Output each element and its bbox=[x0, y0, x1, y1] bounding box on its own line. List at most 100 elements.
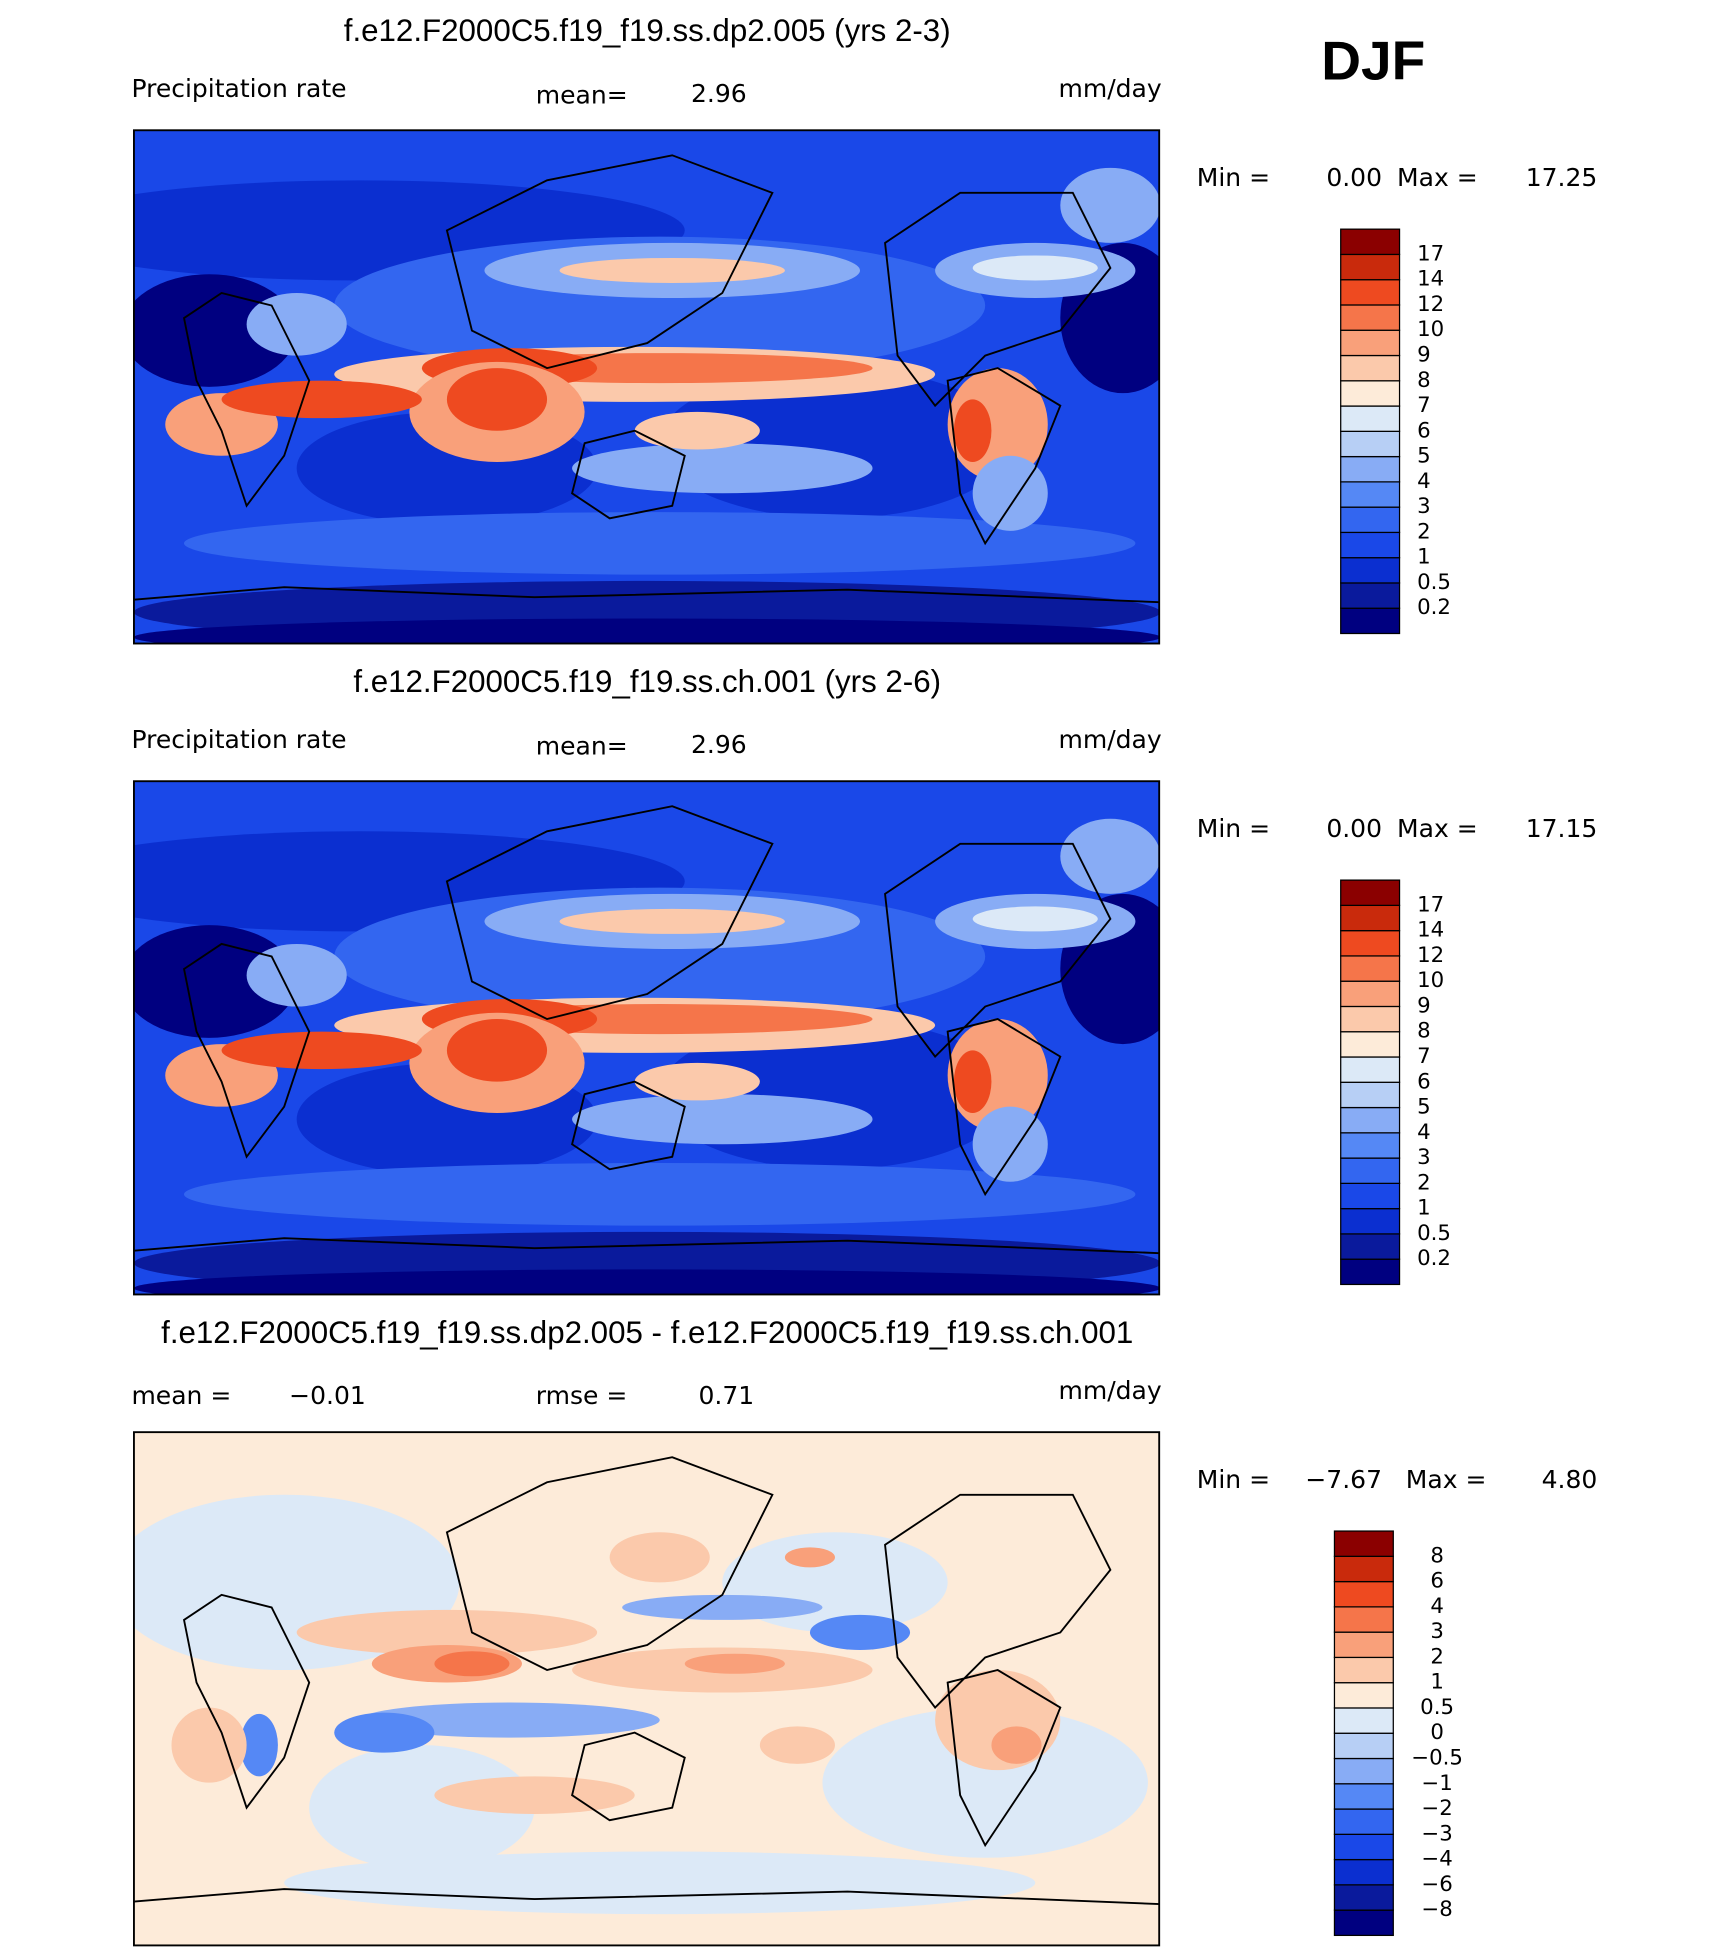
colorbar-box bbox=[1340, 506, 1401, 534]
field-blob bbox=[609, 1532, 710, 1583]
field-blob bbox=[184, 512, 1136, 575]
colorbar-box bbox=[1340, 1005, 1401, 1033]
field-blob bbox=[572, 443, 873, 494]
colorbar-box bbox=[1333, 1631, 1394, 1659]
field-blob bbox=[171, 1707, 247, 1783]
colorbar-label: 7 bbox=[1417, 393, 1431, 418]
colorbar-label: −0.5 bbox=[1411, 1745, 1463, 1770]
colorbar-label: 14 bbox=[1417, 267, 1444, 292]
colorbar-box bbox=[1340, 879, 1401, 907]
colorbar-label: 8 bbox=[1430, 1543, 1444, 1568]
max-label: Max = bbox=[1397, 814, 1478, 843]
field-blob bbox=[972, 906, 1098, 932]
left-label: Precipitation rate bbox=[131, 74, 346, 103]
field-blob bbox=[634, 1062, 760, 1101]
colorbar-box bbox=[1333, 1682, 1394, 1709]
colorbar-box bbox=[1340, 380, 1401, 407]
field-blob bbox=[953, 1050, 992, 1113]
colorbar-label: 5 bbox=[1417, 1095, 1431, 1120]
colorbar-box bbox=[1340, 430, 1401, 458]
center-label: mean= bbox=[536, 80, 628, 109]
field-blob bbox=[221, 380, 422, 419]
field-blob bbox=[559, 257, 785, 283]
colorbar-box bbox=[1340, 1056, 1401, 1083]
map-field bbox=[133, 130, 1160, 644]
min-value: −7.67 bbox=[1305, 1465, 1382, 1494]
min-value: 0.00 bbox=[1326, 163, 1382, 192]
colorbar-label: 6 bbox=[1417, 1069, 1431, 1094]
colorbar-label: 2 bbox=[1417, 519, 1431, 544]
colorbar-box bbox=[1333, 1656, 1394, 1684]
colorbar-label: 0.5 bbox=[1417, 570, 1451, 595]
colorbar-box bbox=[1340, 1233, 1401, 1260]
coastline bbox=[133, 805, 1160, 1255]
map-frame bbox=[133, 1431, 1161, 1947]
colorbar-box bbox=[1340, 1081, 1401, 1109]
max-value: 17.15 bbox=[1526, 814, 1598, 843]
colorbar-label: 3 bbox=[1417, 1145, 1431, 1170]
colorbar-label: −1 bbox=[1421, 1771, 1452, 1796]
colorbar-box bbox=[1340, 354, 1401, 382]
field-blob bbox=[809, 1614, 911, 1650]
coastline bbox=[133, 154, 1160, 604]
colorbar-box bbox=[1333, 1808, 1394, 1835]
center-value: 2.96 bbox=[691, 79, 747, 108]
left-label: mean = bbox=[131, 1381, 231, 1410]
colorbar-label: 4 bbox=[1417, 469, 1431, 494]
panel-title: f.e12.F2000C5.f19_f19.ss.dp2.005 (yrs 2-… bbox=[344, 13, 951, 48]
colorbar-box bbox=[1340, 1031, 1401, 1058]
panel-title: f.e12.F2000C5.f19_f19.ss.ch.001 (yrs 2-6… bbox=[353, 664, 941, 699]
season-label: DJF bbox=[1321, 30, 1425, 92]
colorbar-box bbox=[1333, 1580, 1394, 1608]
center-label: mean= bbox=[536, 731, 628, 760]
colorbar-label: 14 bbox=[1417, 918, 1444, 943]
field-blob bbox=[434, 1651, 510, 1677]
colorbar-label: 0.2 bbox=[1417, 1246, 1451, 1271]
min-value: 0.00 bbox=[1326, 814, 1382, 843]
colorbar-label: 6 bbox=[1430, 1569, 1444, 1594]
colorbar-box bbox=[1340, 980, 1401, 1008]
colorbar-box bbox=[1333, 1909, 1394, 1937]
colorbar-box bbox=[1340, 1208, 1401, 1235]
colorbar-label: 3 bbox=[1417, 494, 1431, 519]
colorbar-label: 8 bbox=[1417, 1019, 1431, 1044]
colorbar-box bbox=[1340, 1132, 1401, 1159]
field-blob bbox=[953, 399, 992, 462]
max-value: 17.25 bbox=[1526, 163, 1598, 192]
colorbar-label: 10 bbox=[1417, 317, 1444, 342]
colorbar-box bbox=[1340, 1157, 1401, 1184]
center-label: rmse = bbox=[536, 1381, 628, 1410]
colorbar-label: 6 bbox=[1417, 418, 1431, 443]
colorbar-label: 2 bbox=[1417, 1170, 1431, 1195]
field-blob bbox=[134, 1269, 1160, 1295]
colorbar-box bbox=[1340, 531, 1401, 559]
colorbar-box bbox=[1340, 930, 1401, 957]
colorbar-box bbox=[1340, 1106, 1401, 1134]
field-blob bbox=[559, 908, 785, 934]
colorbar-label: 12 bbox=[1417, 292, 1444, 317]
colorbar-box bbox=[1333, 1833, 1394, 1861]
field-blob bbox=[334, 1712, 435, 1753]
units: mm/day bbox=[1059, 725, 1162, 754]
colorbar-label: 7 bbox=[1417, 1044, 1431, 1069]
field-blob bbox=[991, 1726, 1042, 1764]
colorbar-label: 12 bbox=[1417, 943, 1444, 968]
colorbar-box bbox=[1333, 1530, 1394, 1557]
colorbar-box bbox=[1333, 1606, 1394, 1633]
left-label: Precipitation rate bbox=[131, 725, 346, 754]
colorbar-label: −2 bbox=[1421, 1796, 1452, 1821]
field-blob bbox=[572, 1094, 873, 1145]
field-blob bbox=[446, 368, 548, 431]
field-blob bbox=[446, 1019, 548, 1082]
colorbar-box bbox=[1333, 1858, 1394, 1886]
field-blob bbox=[296, 1609, 598, 1655]
field-blob bbox=[759, 1726, 835, 1764]
colorbar-box bbox=[1340, 405, 1401, 432]
colorbar-label: 1 bbox=[1417, 545, 1431, 570]
colorbar-label: 9 bbox=[1417, 993, 1431, 1018]
field-blob bbox=[221, 1031, 422, 1070]
field-blob bbox=[972, 455, 1048, 531]
colorbar-label: 4 bbox=[1417, 1120, 1431, 1145]
field-blob bbox=[972, 255, 1098, 281]
